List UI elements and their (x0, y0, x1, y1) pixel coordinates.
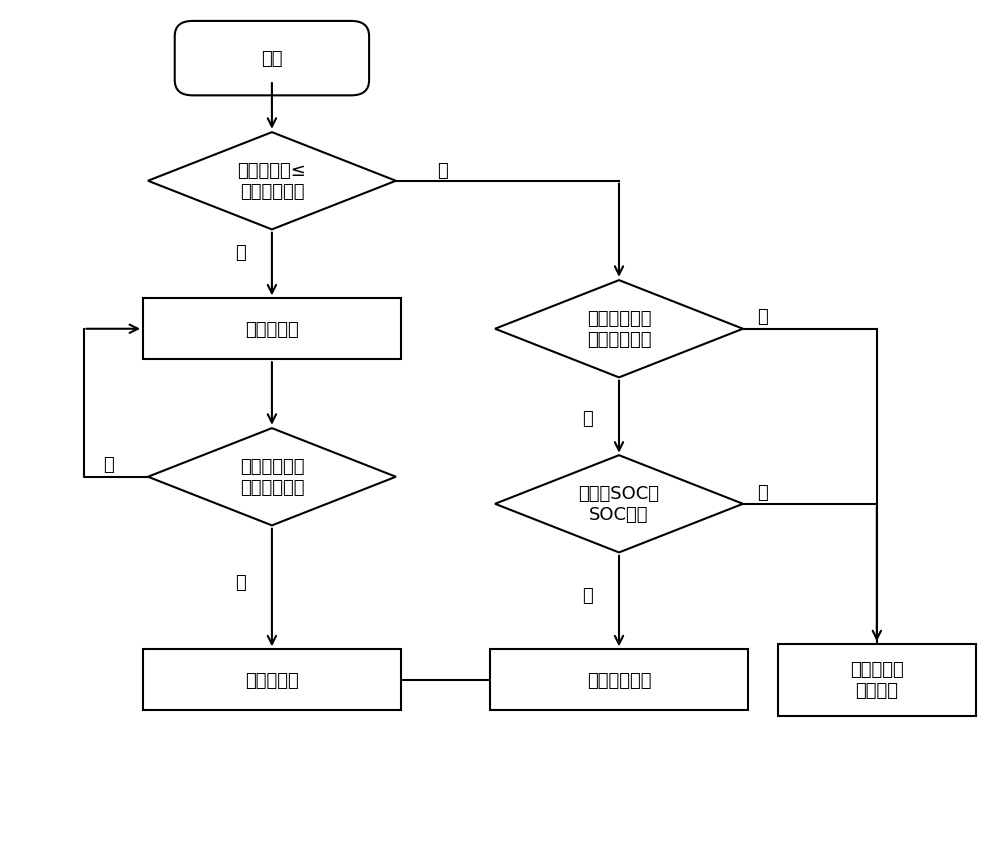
Text: 电池组温度＞
第二温度限值: 电池组温度＞ 第二温度限值 (240, 458, 304, 496)
Text: 电池组温度＜
第三温度限值: 电池组温度＜ 第三温度限值 (587, 310, 651, 349)
Text: 是: 是 (235, 243, 246, 262)
FancyBboxPatch shape (490, 649, 748, 711)
Text: 开始: 开始 (261, 50, 283, 68)
Text: 否: 否 (757, 484, 768, 502)
Text: 否: 否 (103, 456, 114, 473)
Polygon shape (495, 456, 743, 553)
Text: 否: 否 (757, 308, 768, 326)
Polygon shape (148, 133, 396, 230)
Text: 开启加热器: 开启加热器 (245, 321, 299, 339)
FancyBboxPatch shape (143, 299, 401, 360)
Polygon shape (495, 281, 743, 378)
FancyBboxPatch shape (778, 644, 976, 716)
Text: 关闭加热器: 关闭加热器 (245, 671, 299, 689)
Text: 对辅助储能
单元充电: 对辅助储能 单元充电 (850, 660, 904, 699)
Text: 是: 是 (235, 573, 246, 591)
FancyBboxPatch shape (143, 649, 401, 711)
Text: 是: 是 (582, 587, 593, 605)
Text: 电池组SOC＜
SOC限值: 电池组SOC＜ SOC限值 (578, 485, 660, 524)
Text: 是: 是 (582, 409, 593, 427)
Polygon shape (148, 428, 396, 525)
Text: 否: 否 (437, 161, 448, 179)
Text: 电池组温度≤
第一温度限值: 电池组温度≤ 第一温度限值 (237, 162, 306, 201)
Text: 对电池组充电: 对电池组充电 (587, 671, 651, 689)
FancyBboxPatch shape (175, 22, 369, 96)
